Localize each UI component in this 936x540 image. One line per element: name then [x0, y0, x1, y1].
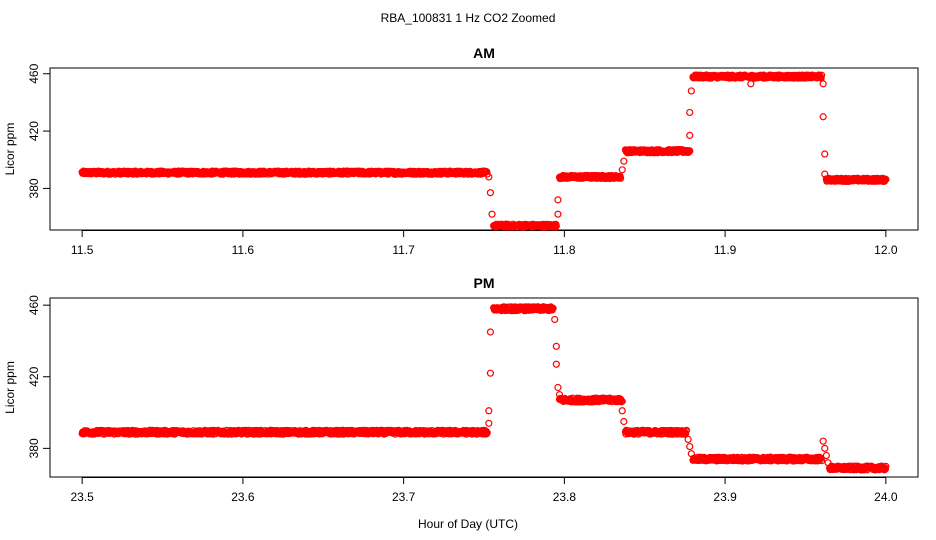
- y-axis-label-am: Licor ppm: [3, 123, 17, 176]
- data-point: [554, 383, 562, 392]
- data-point: [486, 369, 495, 377]
- x-tick-label-am: 11.9: [714, 243, 737, 257]
- plot-frame-am: [49, 67, 919, 231]
- data-point: [821, 444, 829, 452]
- x-tick-label-am: 11.7: [392, 243, 415, 257]
- panel-title-am: AM: [473, 45, 495, 61]
- x-tick-label-pm: 24.0: [874, 490, 898, 504]
- data-point: [819, 437, 827, 445]
- y-axis-label-pm: Licor ppm: [3, 361, 17, 414]
- y-tick-label-pm: 420: [27, 366, 41, 386]
- x-tick-label-am: 11.6: [232, 243, 255, 257]
- data-point: [817, 457, 826, 465]
- data-point: [485, 407, 493, 415]
- data-point: [687, 450, 695, 458]
- data-points-pm: [78, 303, 890, 474]
- data-point: [488, 210, 496, 218]
- figure-xlabel: Hour of Day (UTC): [418, 517, 518, 531]
- data-point: [686, 147, 694, 155]
- x-tick-label-pm: 23.6: [231, 490, 255, 504]
- data-point: [822, 451, 830, 460]
- data-point: [485, 419, 493, 427]
- data-point: [552, 342, 560, 350]
- data-point: [551, 315, 559, 324]
- data-point: [821, 150, 829, 158]
- data-point: [684, 435, 692, 444]
- data-point: [686, 442, 694, 451]
- x-tick-label-pm: 23.5: [70, 490, 94, 504]
- data-point: [882, 175, 890, 184]
- x-tick-label-am: 11.5: [71, 243, 94, 257]
- y-tick-label-pm: 380: [27, 438, 41, 458]
- data-point: [555, 391, 564, 399]
- data-point: [618, 166, 626, 174]
- data-point: [551, 223, 560, 231]
- data-point: [618, 397, 626, 405]
- data-point: [824, 459, 832, 467]
- figure-title: RBA_100831 1 Hz CO2 Zoomed: [381, 11, 556, 25]
- y-tick-label-am: 380: [27, 178, 41, 198]
- panel-am: AM 11.5 11.6 11.7 11.8 11.9 12.0 380 420 460 Licor…: [3, 45, 919, 257]
- data-point: [686, 131, 694, 139]
- data-point: [486, 328, 495, 336]
- data-point: [882, 462, 890, 470]
- x-tick-label-pm: 23.9: [713, 490, 737, 504]
- x-tick-label-pm: 23.7: [392, 490, 416, 504]
- panel-pm: PM 23.5 23.6 23.7 23.8 23.9 24.0 380 420 460 Licor…: [3, 275, 919, 504]
- data-point: [682, 426, 691, 434]
- x-tick-label-am: 11.8: [553, 243, 576, 257]
- data-point: [554, 196, 562, 204]
- plot-frame-pm: [49, 297, 919, 478]
- x-tick-label-am: 12.0: [874, 243, 898, 257]
- data-point: [747, 80, 755, 88]
- data-point: [817, 71, 826, 79]
- data-point: [554, 210, 562, 218]
- data-point: [483, 429, 491, 437]
- y-tick-label-pm: 460: [27, 295, 41, 315]
- data-point: [819, 113, 827, 121]
- data-point: [819, 80, 827, 88]
- y-tick-label-am: 460: [27, 63, 41, 83]
- data-point: [620, 417, 628, 426]
- data-point: [821, 170, 829, 178]
- data-point: [687, 87, 695, 95]
- data-point: [617, 174, 625, 182]
- data-point: [881, 465, 890, 473]
- data-point: [552, 222, 560, 230]
- data-points-am: [78, 71, 890, 231]
- data-point: [485, 173, 493, 181]
- data-point: [549, 304, 557, 312]
- data-point: [682, 429, 690, 438]
- data-point: [620, 157, 628, 165]
- data-point: [486, 189, 495, 197]
- panel-title-pm: PM: [474, 275, 495, 291]
- data-point: [686, 108, 694, 117]
- data-point: [618, 407, 626, 415]
- y-tick-label-am: 420: [27, 121, 41, 141]
- x-tick-label-pm: 23.8: [553, 490, 577, 504]
- data-point: [552, 360, 560, 368]
